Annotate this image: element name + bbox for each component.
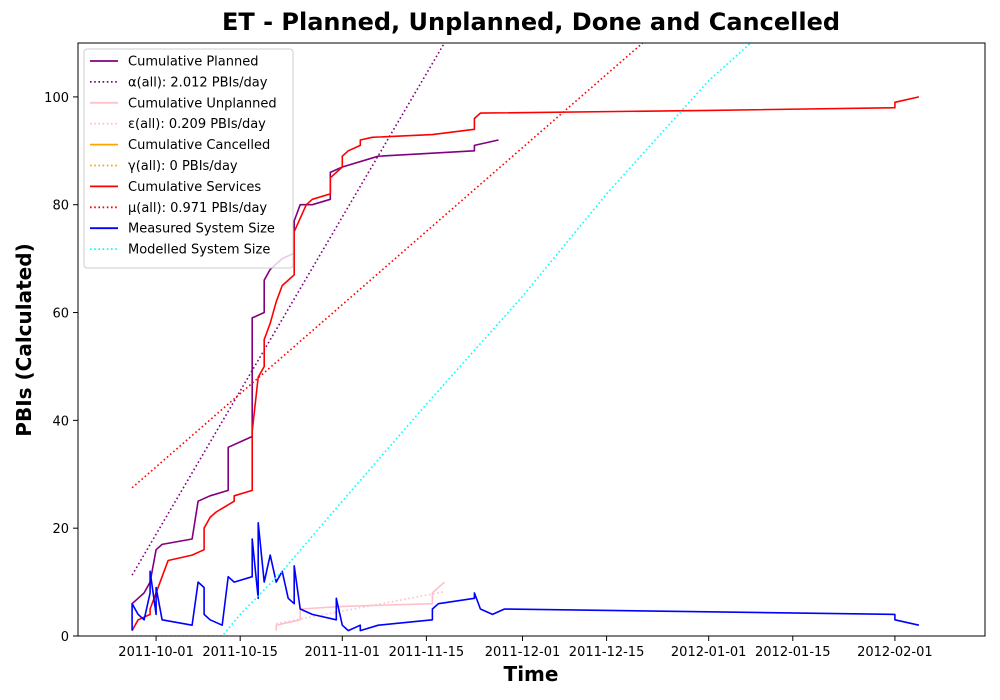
legend-entry: Cumulative Planned xyxy=(90,55,258,70)
legend-label: Cumulative Services xyxy=(128,180,261,195)
series-line-4 xyxy=(276,591,445,625)
legend-entry: Measured System Size xyxy=(90,222,275,237)
x-tick-label: 2011-12-01 xyxy=(485,645,561,660)
y-tick-label: 40 xyxy=(52,414,69,429)
series-line-1 xyxy=(131,139,499,605)
legend-label: Measured System Size xyxy=(128,222,275,237)
legend: Cumulative Planned α(all): 2.012 PBIs/day… xyxy=(83,48,294,269)
legend-label: α(all): 2.012 PBIs/day xyxy=(128,75,268,90)
legend-entry: α(all): 2.012 PBIs/day xyxy=(90,75,268,90)
legend-label: Cumulative Planned xyxy=(128,55,258,70)
y-axis-label: PBIs (Calculated) xyxy=(12,243,36,436)
legend-box xyxy=(83,48,294,269)
y-axis: 0 20 40 60 80 100 xyxy=(44,91,78,645)
series-line-3 xyxy=(275,581,445,631)
legend-label: Modelled System Size xyxy=(128,243,270,258)
series-line-8 xyxy=(131,43,644,489)
x-tick-label: 2012-01-01 xyxy=(671,645,747,660)
legend-entry: γ(all): 0 PBIs/day xyxy=(90,159,238,174)
legend-label: Cumulative Cancelled xyxy=(128,138,270,153)
plot-area xyxy=(131,43,920,636)
x-axis-label: Time xyxy=(504,662,559,686)
legend-entry: Cumulative Services xyxy=(90,180,261,195)
plot-frame xyxy=(77,42,986,637)
x-tick-label: 2011-10-15 xyxy=(202,645,278,660)
legend-label: Cumulative Unplanned xyxy=(128,96,277,111)
legend-label: γ(all): 0 PBIs/day xyxy=(128,159,238,174)
x-axis: 2011-10-01 2011-10-15 2011-11-01 2011-11-15… xyxy=(118,636,933,660)
series-line-10 xyxy=(132,43,752,636)
legend-entry: Cumulative Cancelled xyxy=(90,138,270,153)
x-tick-label: 2011-12-15 xyxy=(569,645,645,660)
chart-title: ET - Planned, Unplanned, Done and Cancel… xyxy=(221,8,841,36)
y-tick-label: 20 xyxy=(52,522,69,537)
x-tick-label: 2011-11-01 xyxy=(305,645,381,660)
series-line-7 xyxy=(131,96,920,631)
legend-entry: Cumulative Unplanned xyxy=(90,96,277,111)
x-tick-label: 2012-01-15 xyxy=(755,645,831,660)
y-tick-label: 100 xyxy=(44,91,69,106)
y-tick-label: 0 xyxy=(61,630,69,645)
y-tick-label: 80 xyxy=(52,199,69,214)
x-tick-label: 2011-10-01 xyxy=(118,645,194,660)
legend-entry: Modelled System Size xyxy=(90,243,270,258)
legend-entry: ε(all): 0.209 PBIs/day xyxy=(90,117,266,132)
x-tick-label: 2012-02-01 xyxy=(857,645,933,660)
x-tick-label: 2011-11-15 xyxy=(389,645,465,660)
legend-label: μ(all): 0.971 PBIs/day xyxy=(128,201,267,216)
legend-entry: μ(all): 0.971 PBIs/day xyxy=(90,201,267,216)
y-tick-label: 60 xyxy=(52,307,69,322)
legend-label: ε(all): 0.209 PBIs/day xyxy=(128,117,266,132)
series-line-9 xyxy=(131,521,920,632)
